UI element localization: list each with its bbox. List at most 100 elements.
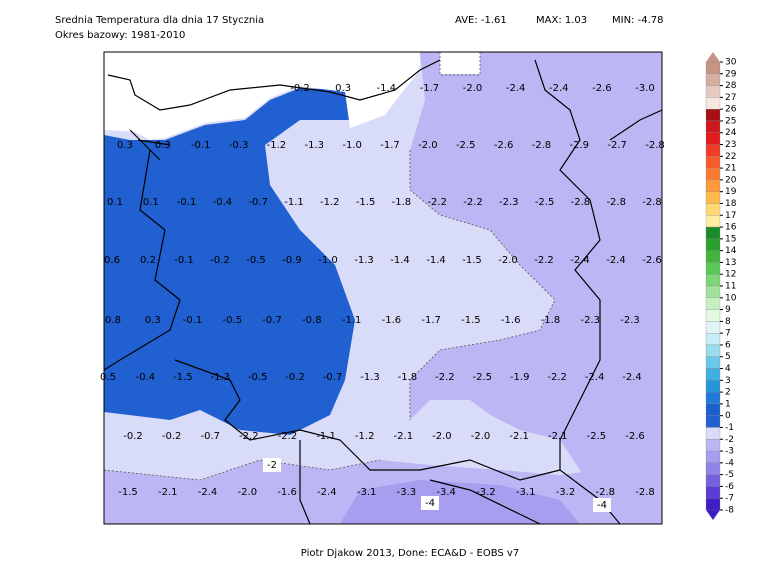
region-east xyxy=(410,52,662,524)
borders xyxy=(103,59,663,525)
colorbar-bin xyxy=(705,498,721,511)
value-label: -1.2 xyxy=(320,197,340,208)
colorbar-tick-label: 10 xyxy=(725,293,737,303)
colorbar-bin xyxy=(705,391,721,405)
colorbar-tick-label: 8 xyxy=(725,317,731,327)
value-label: -1.4 xyxy=(390,255,410,266)
value-label: -1.2 xyxy=(267,140,287,151)
value-label: -3.1 xyxy=(357,487,377,498)
value-label: -2.8 xyxy=(635,487,655,498)
colorbar-tick-label: 12 xyxy=(725,270,736,280)
value-label: -1.7 xyxy=(420,83,440,94)
colorbar-bin xyxy=(705,120,721,133)
value-label: -2.2 xyxy=(463,197,483,208)
value-label: -2.6 xyxy=(625,431,645,442)
contour-label-box xyxy=(263,458,281,472)
value-label: -3.0 xyxy=(635,83,655,94)
colorbar-bin xyxy=(705,226,721,239)
colorbar-bin xyxy=(705,439,721,452)
colorbar-bin xyxy=(705,179,721,192)
value-label: -1.8 xyxy=(392,197,412,208)
colorbar-bin xyxy=(705,73,721,86)
value-label: -3.1 xyxy=(516,487,536,498)
colorbar-bin xyxy=(705,156,721,169)
value-label: -2.8 xyxy=(532,140,552,151)
value-label: -2.4 xyxy=(317,487,337,498)
value-label: 0.3 xyxy=(155,140,171,151)
value-label: -2.0 xyxy=(432,431,452,442)
value-label: -1.5 xyxy=(461,315,481,326)
value-label: -1.7 xyxy=(380,140,400,151)
value-label: -1.9 xyxy=(510,372,530,383)
value-label: 0.3 xyxy=(335,83,351,94)
colorbar-tick-label: 1 xyxy=(725,399,731,409)
colorbar-tick-label: 28 xyxy=(725,81,737,91)
sea-patch xyxy=(440,52,480,74)
colorbar-bin xyxy=(705,85,721,98)
value-label: 0.5 xyxy=(100,372,116,383)
value-label: -2.1 xyxy=(158,487,178,498)
colorbar-tick-label: 21 xyxy=(725,164,736,174)
colorbar-tick-label: 0 xyxy=(725,411,731,421)
value-label: -0.3 xyxy=(229,140,249,151)
colorbar-tick-label: 27 xyxy=(725,93,736,103)
value-label: -2.8 xyxy=(595,487,615,498)
value-label: -0.2 xyxy=(210,255,230,266)
colorbar-bin xyxy=(705,191,721,204)
value-label: 0.1 xyxy=(107,197,123,208)
colorbar-tick-label: 20 xyxy=(725,175,737,185)
value-label: -2.2 xyxy=(427,197,447,208)
value-label: -0.2 xyxy=(162,431,182,442)
value-label: -2.8 xyxy=(645,140,665,151)
value-label: -1.4 xyxy=(376,83,396,94)
colorbar-bin xyxy=(705,274,721,287)
value-label: -2.4 xyxy=(606,255,626,266)
value-label: -0.7 xyxy=(248,197,268,208)
value-label: -0.9 xyxy=(282,255,302,266)
value-label: -2.3 xyxy=(580,315,600,326)
value-label: -1.5 xyxy=(173,372,193,383)
contour-label: -4 xyxy=(597,500,607,511)
value-label: -2.4 xyxy=(622,372,642,383)
colorbar-bin xyxy=(705,474,721,487)
colorbar-bin xyxy=(705,297,721,310)
value-label: -2.7 xyxy=(607,140,627,151)
value-label: -2.9 xyxy=(570,140,590,151)
colorbar-bin xyxy=(705,132,721,145)
value-label: -2.4 xyxy=(549,83,569,94)
value-label: -1.0 xyxy=(318,255,338,266)
colorbar-tick-label: 18 xyxy=(725,199,737,209)
min: MIN: -4.78 xyxy=(612,15,663,26)
value-label: -2.0 xyxy=(471,431,491,442)
colorbar-tick-label: 5 xyxy=(725,352,731,362)
value-label: -1.1 xyxy=(284,197,304,208)
value-label: -0.5 xyxy=(248,372,268,383)
value-label: -0.7 xyxy=(200,431,220,442)
colorbar-bin xyxy=(705,333,721,346)
colorbar-tick-label: 23 xyxy=(725,140,736,150)
colorbar-tick-label: 17 xyxy=(725,211,736,221)
value-label: -3.2 xyxy=(476,487,496,498)
value-label: -2.4 xyxy=(506,83,526,94)
value-label: -2.3 xyxy=(499,197,519,208)
value-label: -1.5 xyxy=(462,255,482,266)
map xyxy=(103,51,663,525)
sea xyxy=(104,52,420,140)
value-label: -1.7 xyxy=(421,315,441,326)
colorbar-tick-label: 14 xyxy=(725,246,737,256)
colorbar-bin xyxy=(705,403,721,416)
value-label: -0.1 xyxy=(183,315,203,326)
value-label: -0.1 xyxy=(177,197,197,208)
colorbar-tick-label: 9 xyxy=(725,305,731,315)
value-label: -1.5 xyxy=(356,197,376,208)
value-label: -0.4 xyxy=(213,197,233,208)
value-label: -1.3 xyxy=(211,372,231,383)
colorbar-bin xyxy=(705,262,721,275)
colorbar-tick-label: 7 xyxy=(725,329,731,339)
value-label: -2.6 xyxy=(592,83,612,94)
colorbar-tick-label: 16 xyxy=(725,223,737,233)
value-label: -1.3 xyxy=(360,372,380,383)
colorbar-bin xyxy=(705,321,721,334)
value-label: -1.2 xyxy=(355,431,375,442)
